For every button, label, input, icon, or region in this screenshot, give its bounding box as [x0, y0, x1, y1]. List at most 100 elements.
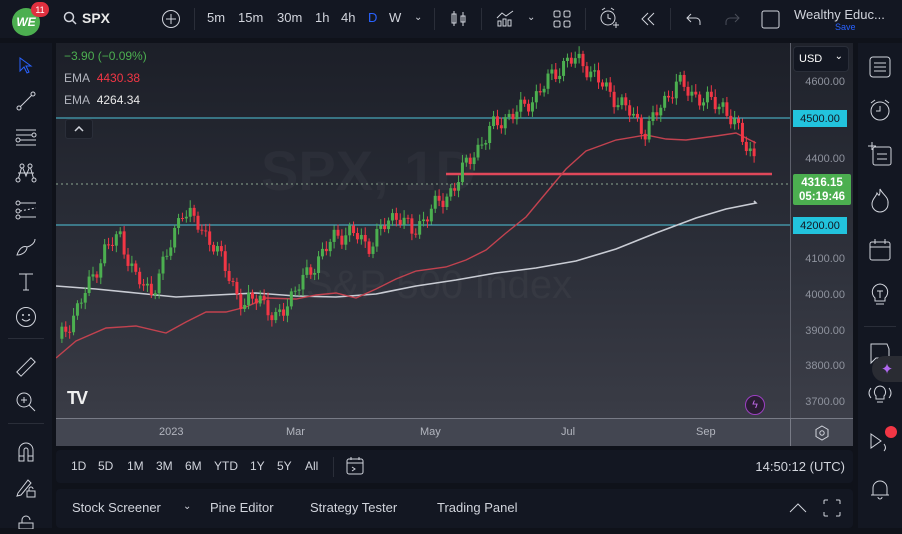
watchlist-icon[interactable]: [866, 53, 894, 81]
fullscreen-square-icon[interactable]: [761, 10, 780, 29]
sparkle-icon: ✦: [880, 361, 894, 378]
range-1d[interactable]: 1D: [71, 459, 87, 473]
lock-drawings-icon[interactable]: [14, 475, 38, 499]
layout-grid-icon[interactable]: [553, 10, 571, 28]
hline-label-4200: 4200.00: [793, 217, 847, 234]
chart-pane[interactable]: SPX, 1D S&P 500 Index −3.90 (−0.09%) EMA…: [56, 43, 790, 418]
brush-icon[interactable]: [14, 235, 38, 259]
range-1y[interactable]: 1Y: [250, 459, 265, 473]
range-1m[interactable]: 1M: [127, 459, 144, 473]
ruler-measure-icon[interactable]: [14, 355, 38, 379]
lock-icon[interactable]: [14, 510, 38, 534]
calendar-icon[interactable]: [866, 236, 894, 264]
time-scale[interactable]: 2023 Mar May Jul Sep: [56, 418, 790, 446]
range-ytd[interactable]: YTD: [214, 459, 238, 473]
forecast-tool-icon[interactable]: [14, 198, 38, 222]
currency-label: USD: [799, 53, 823, 65]
pattern-tool-icon[interactable]: [14, 161, 38, 185]
text-tool-icon[interactable]: [14, 270, 38, 294]
price-tick: 4600.00: [805, 76, 845, 88]
alerts-clock-icon[interactable]: [866, 96, 894, 124]
currency-dropdown[interactable]: USD ⌄: [793, 46, 849, 72]
hotlists-flame-icon[interactable]: [866, 186, 894, 214]
magnet-icon[interactable]: [14, 440, 38, 464]
notifications-bell-icon[interactable]: [866, 475, 894, 503]
range-3m[interactable]: 3M: [156, 459, 173, 473]
price-tick: 4000.00: [805, 289, 845, 301]
divider: [670, 8, 671, 30]
interval-30m[interactable]: 30m: [277, 10, 303, 25]
tab-pine-editor[interactable]: Pine Editor: [210, 500, 274, 515]
utc-clock[interactable]: 14:50:12 (UTC): [755, 459, 845, 474]
tab-stock-screener[interactable]: Stock Screener: [72, 500, 161, 515]
last-price-label: 4316.15 05:19:46: [793, 174, 851, 205]
lightning-icon[interactable]: ϟ: [745, 395, 765, 415]
go-to-date-icon[interactable]: [345, 456, 365, 476]
play-broadcast-icon[interactable]: [866, 427, 894, 455]
bottom-panel-tabs: Stock Screener ⌄ Pine Editor Strategy Te…: [56, 489, 853, 528]
replay-icon[interactable]: [640, 11, 656, 27]
layout-name[interactable]: Wealthy Educ...: [794, 7, 885, 22]
object-tree-icon[interactable]: [866, 140, 894, 168]
drawing-toolbar: [0, 43, 52, 529]
candles-chart-type-icon[interactable]: [450, 9, 468, 29]
indicators-dropdown-chevron-icon[interactable]: ⌄: [527, 12, 536, 23]
interval-15m[interactable]: 15m: [238, 10, 264, 25]
tab-trading-panel[interactable]: Trading Panel: [437, 500, 518, 515]
date-range-toolbar: 1D 5D 1M 3M 6M YTD 1Y 5Y All 14:50:12 (U…: [56, 450, 853, 483]
emoji-icon[interactable]: [14, 305, 38, 329]
stock-screener-chevron-icon[interactable]: ⌄: [183, 501, 192, 512]
top-toolbar: WE 11 SPX 5m 15m 30m 1h 4h D W ⌄ ⌄ Wealt…: [0, 0, 902, 38]
time-tick: 2023: [159, 426, 184, 438]
time-tick: Jul: [561, 426, 576, 438]
redo-icon[interactable]: [724, 11, 740, 27]
interval-4h[interactable]: 4h: [341, 10, 356, 25]
zoom-in-icon[interactable]: [14, 390, 38, 414]
ai-sparkle-button[interactable]: ✦: [872, 356, 902, 382]
undo-icon[interactable]: [686, 11, 702, 27]
last-price-value: 4316.15: [801, 177, 843, 189]
indicators-icon[interactable]: [495, 8, 515, 28]
alert-clock-icon[interactable]: [598, 7, 620, 29]
settings-gear-icon: [815, 425, 829, 441]
divider: [585, 8, 586, 30]
ema-slow-label: EMA: [64, 93, 90, 107]
chevron-up-icon: [74, 126, 84, 132]
streams-lightbulb-icon[interactable]: [866, 382, 894, 410]
tradingview-logo[interactable]: TV: [67, 388, 88, 408]
cursor-icon[interactable]: [14, 54, 38, 78]
range-6m[interactable]: 6M: [185, 459, 202, 473]
interval-dropdown-chevron-icon[interactable]: ⌄: [414, 12, 423, 23]
ema-slow-legend[interactable]: EMA 4264.34: [64, 93, 140, 107]
interval-d[interactable]: D: [368, 10, 378, 25]
ema-fast-value: 4430.38: [96, 71, 141, 85]
interval-1h[interactable]: 1h: [315, 10, 330, 25]
symbol-search[interactable]: SPX: [63, 10, 110, 26]
interval-5m[interactable]: 5m: [207, 10, 226, 25]
ideas-lightbulb-icon[interactable]: [866, 281, 894, 309]
panel-chevron-up-icon[interactable]: [789, 503, 807, 513]
collapse-legend-button[interactable]: [65, 119, 93, 139]
time-tick: Mar: [286, 426, 305, 438]
price-chart[interactable]: [56, 43, 790, 418]
price-tick: 3900.00: [805, 325, 845, 337]
interval-w[interactable]: W: [389, 10, 402, 25]
tab-strategy-tester[interactable]: Strategy Tester: [310, 500, 398, 515]
divider: [864, 326, 896, 327]
range-5d[interactable]: 5D: [98, 459, 114, 473]
trend-line-icon[interactable]: [14, 89, 38, 113]
save-button[interactable]: Save: [835, 22, 856, 32]
divider: [481, 8, 482, 30]
chart-settings-button[interactable]: [790, 418, 853, 446]
ema-fast-line: [56, 132, 757, 359]
panel-maximize-icon[interactable]: [823, 499, 841, 517]
notification-dot: [885, 426, 897, 438]
ema-fast-legend[interactable]: EMA 4430.38: [64, 71, 140, 85]
fib-retracement-icon[interactable]: [14, 125, 38, 149]
range-all[interactable]: All: [305, 459, 319, 473]
divider: [333, 457, 334, 477]
price-scale[interactable]: 4600.00 4400.00 4100.00 4000.00 3900.00 …: [790, 43, 853, 418]
divider: [8, 338, 44, 339]
add-symbol-icon[interactable]: [161, 9, 181, 29]
range-5y[interactable]: 5Y: [277, 459, 292, 473]
